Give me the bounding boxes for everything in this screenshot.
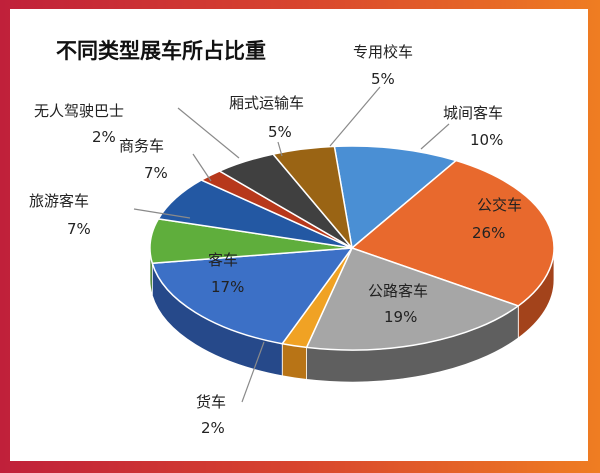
slice-percent-label-1: 10% [470, 131, 503, 149]
slice-2 [351, 159, 555, 307]
slice-name-label-3: 公路客车 [368, 282, 428, 300]
leader-line-10 [329, 86, 381, 147]
slice-name-label-2: 公交车 [477, 196, 522, 214]
slice-name-label-9: 厢式运输车 [229, 94, 304, 112]
slice-percent-label-6: 7% [67, 220, 91, 238]
slice-percent-label-4: 2% [201, 419, 225, 437]
slice-percent-label-3: 19% [384, 308, 417, 326]
slice-10 [272, 145, 353, 249]
slice-side-4 [281, 343, 307, 380]
slice-1 [333, 145, 457, 249]
chart-title: 不同类型展车所占比重 [56, 39, 266, 63]
leader-line-7 [192, 153, 212, 182]
leader-line-8 [177, 107, 240, 159]
slice-percent-label-8: 2% [92, 128, 116, 146]
slice-name-label-5: 客车 [208, 251, 238, 269]
slice-3 [305, 247, 520, 351]
slice-percent-label-2: 26% [472, 224, 505, 242]
leader-line-9 [277, 141, 283, 157]
leader-lines [133, 86, 450, 403]
slice-percent-label-10: 5% [371, 70, 395, 88]
slice-name-label-4: 货车 [196, 393, 226, 411]
slice-5 [151, 247, 353, 345]
slice-name-label-7: 商务车 [119, 137, 164, 155]
slice-name-label-1: 城间客车 [443, 104, 503, 122]
slice-percent-label-5: 17% [211, 278, 244, 296]
slice-percent-label-7: 7% [144, 164, 168, 182]
slice-percent-label-9: 5% [268, 123, 292, 141]
slice-name-label-8: 无人驾驶巴士 [34, 102, 124, 120]
slice-labels: 城间客车 10% 公交车 26% 公路客车 19% 货车 2% 客车 17% 旅游客车 7% 商务车 7%… [29, 43, 522, 437]
slice-name-label-6: 旅游客车 [29, 192, 89, 210]
leader-line-1 [420, 123, 450, 150]
leader-line-6 [133, 208, 191, 219]
slice-name-label-10: 专用校车 [353, 43, 413, 61]
leader-line-4 [241, 341, 265, 403]
pie-top-layer [149, 145, 555, 351]
